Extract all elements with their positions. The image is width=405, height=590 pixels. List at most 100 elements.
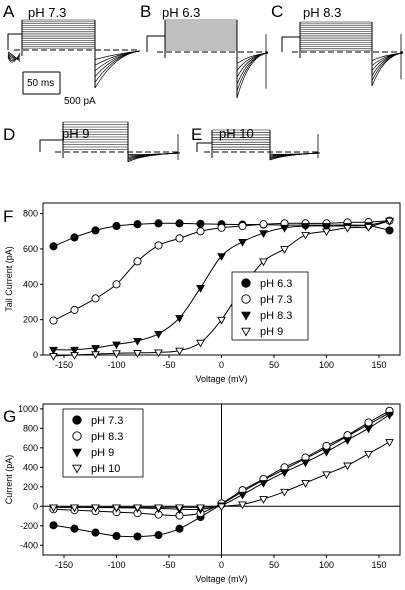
y-tick-label: -400 xyxy=(20,540,38,550)
data-point xyxy=(385,439,394,447)
series-ph-8-3 xyxy=(49,217,394,355)
x-tick-label: 100 xyxy=(319,560,334,570)
data-point xyxy=(259,480,268,488)
legend-marker xyxy=(72,415,82,425)
data-point xyxy=(154,349,163,358)
current-trace-panel-1 xyxy=(7,19,141,89)
x-tick-label: 50 xyxy=(269,560,279,570)
x-tick-label: -100 xyxy=(107,360,125,370)
x-tick-label: -150 xyxy=(55,360,73,370)
panel-letter-a: A xyxy=(3,2,15,21)
data-point xyxy=(91,345,100,353)
legend-marker xyxy=(241,327,251,337)
series-fit-line xyxy=(53,220,390,351)
data-point xyxy=(280,246,289,254)
legend-marker xyxy=(72,448,82,458)
panel-b-ph-label: pH 6.3 xyxy=(162,5,200,20)
data-point xyxy=(196,504,205,513)
data-point xyxy=(49,504,58,513)
data-point xyxy=(196,285,205,293)
data-point xyxy=(196,339,205,348)
series-fit-line xyxy=(53,220,390,321)
data-point xyxy=(322,223,331,231)
data-point xyxy=(280,488,289,497)
x-axis-label: Voltage (mV) xyxy=(195,374,247,384)
legend-marker xyxy=(241,311,251,321)
x-tick-label: 50 xyxy=(269,360,279,370)
data-point xyxy=(133,257,142,266)
data-point xyxy=(91,226,100,235)
data-point xyxy=(91,528,100,537)
data-point xyxy=(259,258,268,267)
data-point xyxy=(238,491,247,500)
data-point xyxy=(301,480,310,488)
data-point xyxy=(301,231,310,240)
legend-entry: pH 8.3 xyxy=(260,310,292,322)
legend-entry: pH 9 xyxy=(260,326,283,338)
y-tick-label: 600 xyxy=(23,244,38,254)
data-point xyxy=(133,220,142,229)
data-point xyxy=(133,504,142,513)
x-tick-label: 100 xyxy=(319,360,334,370)
data-point xyxy=(259,220,268,229)
legend-entry: pH 8.3 xyxy=(91,431,123,443)
panel-letter-b: B xyxy=(140,2,151,21)
data-point xyxy=(70,352,79,360)
panel-d-ph-label: pH 9 xyxy=(62,126,89,141)
data-point xyxy=(175,219,184,228)
data-point xyxy=(217,503,226,512)
legend-marker xyxy=(72,464,82,474)
series-fit-line xyxy=(53,220,390,357)
scale-current-label: 500 pA xyxy=(64,96,96,107)
series-ph-9 xyxy=(49,217,394,361)
series-ph-10 xyxy=(49,439,394,513)
data-point xyxy=(364,418,373,427)
y-tick-label: 800 xyxy=(23,423,38,433)
y-tick-label: 200 xyxy=(23,315,38,325)
data-point xyxy=(49,346,58,355)
y-tick-label: 600 xyxy=(23,443,38,453)
scale-bar: 50 ms 500 pA xyxy=(22,71,96,107)
scale-time-label: 50 ms xyxy=(27,78,54,89)
panel-letter-c: C xyxy=(271,2,283,21)
data-point xyxy=(343,437,352,445)
x-tick-label: 0 xyxy=(219,560,224,570)
data-point xyxy=(175,504,184,513)
current-trace-panel-2 xyxy=(146,19,269,99)
data-point xyxy=(343,224,352,233)
y-axis-label: Tail Current (pA) xyxy=(4,246,14,312)
legend-entry: pH 9 xyxy=(91,447,114,459)
data-point xyxy=(112,531,121,541)
data-point xyxy=(322,448,331,457)
data-point xyxy=(91,351,100,359)
y-tick-label: 0 xyxy=(33,501,38,511)
y-axis-label: Current (pA) xyxy=(4,455,14,505)
current-trace-panel-3 xyxy=(281,21,404,87)
panel-letter-g: G xyxy=(3,407,16,426)
data-point xyxy=(70,346,79,355)
data-point xyxy=(322,228,331,237)
data-point xyxy=(91,504,100,513)
data-point xyxy=(112,341,121,350)
data-point xyxy=(196,219,205,228)
panel-letter-e: E xyxy=(191,125,202,144)
data-point xyxy=(343,462,352,471)
data-point xyxy=(112,280,121,289)
data-point xyxy=(280,224,289,233)
legend-entry: pH 7.3 xyxy=(260,294,292,306)
x-tick-label: -50 xyxy=(162,360,175,370)
data-point xyxy=(70,524,79,533)
panel-letter-f: F xyxy=(3,207,13,226)
data-point xyxy=(175,315,184,323)
legend-entry: pH 10 xyxy=(91,463,120,475)
data-point xyxy=(154,530,163,540)
x-tick-label: 0 xyxy=(219,360,224,370)
data-point xyxy=(154,241,163,250)
x-tick-label: -150 xyxy=(55,560,73,570)
panel-c-ph-label: pH 8.3 xyxy=(303,5,341,20)
data-point xyxy=(322,471,331,480)
data-point xyxy=(133,532,142,541)
x-tick-label: 150 xyxy=(371,560,386,570)
y-tick-label: -200 xyxy=(20,521,38,531)
